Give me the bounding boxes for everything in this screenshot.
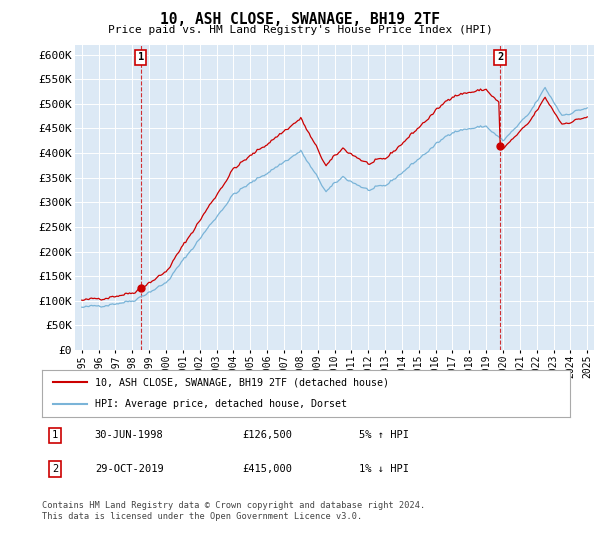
Text: HPI: Average price, detached house, Dorset: HPI: Average price, detached house, Dors… xyxy=(95,399,347,409)
Text: 1: 1 xyxy=(52,431,58,440)
Text: 30-JUN-1998: 30-JUN-1998 xyxy=(95,431,164,440)
Text: 10, ASH CLOSE, SWANAGE, BH19 2TF: 10, ASH CLOSE, SWANAGE, BH19 2TF xyxy=(160,12,440,27)
Text: 1: 1 xyxy=(137,53,144,62)
Text: 2: 2 xyxy=(52,464,58,474)
Text: £126,500: £126,500 xyxy=(242,431,293,440)
Text: £415,000: £415,000 xyxy=(242,464,293,474)
Text: 29-OCT-2019: 29-OCT-2019 xyxy=(95,464,164,474)
Text: 2: 2 xyxy=(497,53,503,62)
Text: 10, ASH CLOSE, SWANAGE, BH19 2TF (detached house): 10, ASH CLOSE, SWANAGE, BH19 2TF (detach… xyxy=(95,377,389,388)
Text: 5% ↑ HPI: 5% ↑ HPI xyxy=(359,431,409,440)
Text: Contains HM Land Registry data © Crown copyright and database right 2024.
This d: Contains HM Land Registry data © Crown c… xyxy=(42,501,425,521)
Text: 1% ↓ HPI: 1% ↓ HPI xyxy=(359,464,409,474)
Text: Price paid vs. HM Land Registry's House Price Index (HPI): Price paid vs. HM Land Registry's House … xyxy=(107,25,493,35)
